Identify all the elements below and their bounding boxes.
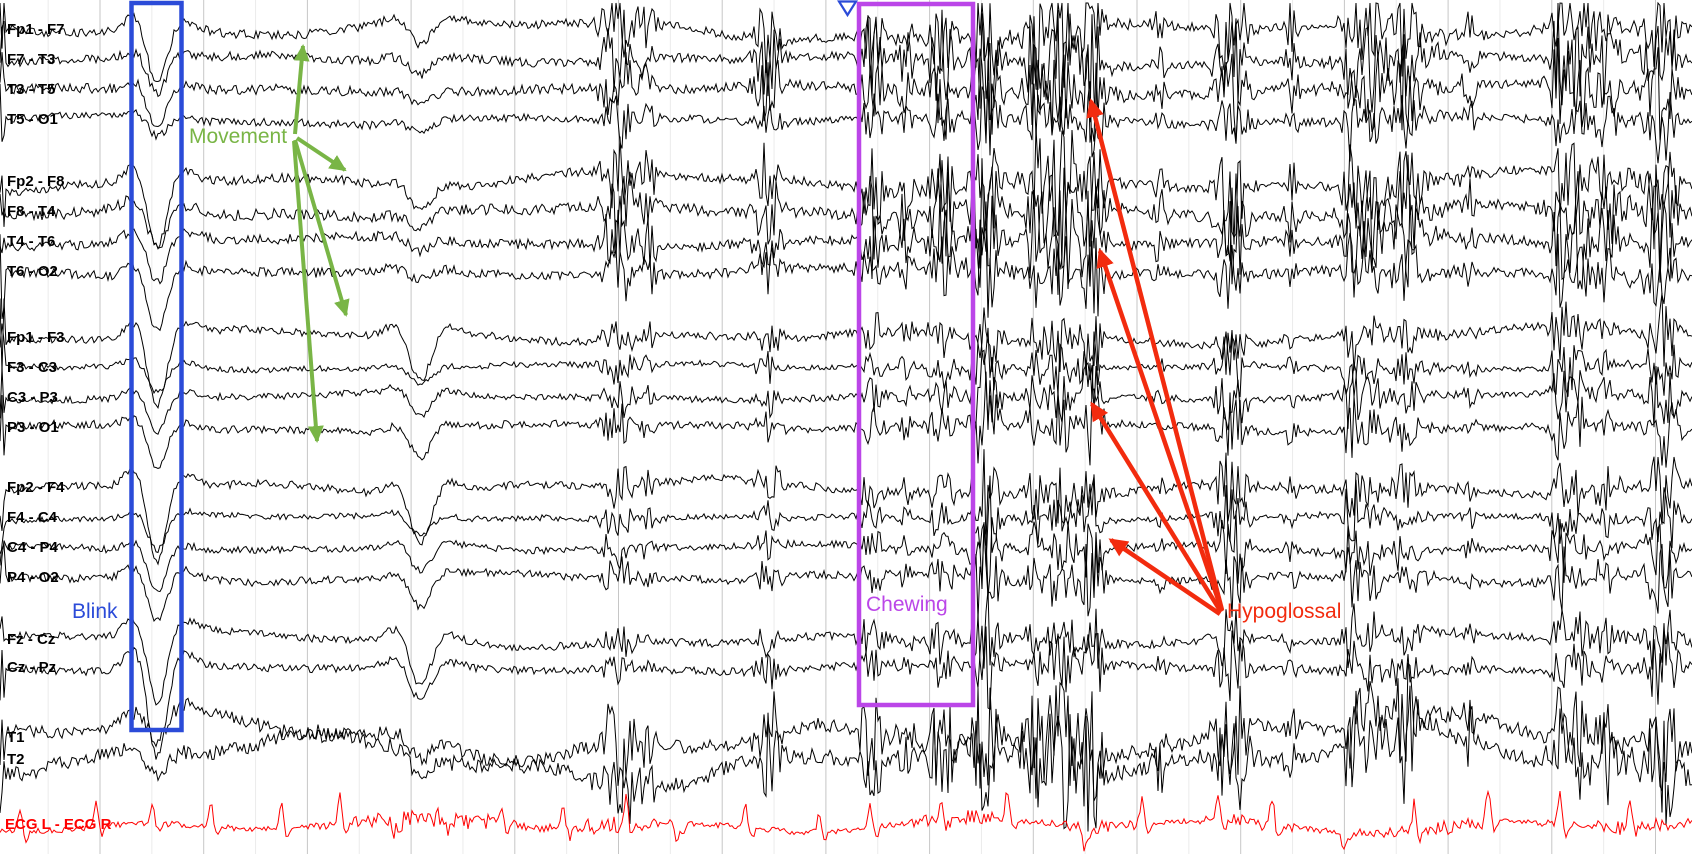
eeg-trace-fz-cz xyxy=(0,590,1692,706)
chewing-label: Chewing xyxy=(866,593,948,616)
eeg-trace-f7-t3 xyxy=(0,2,1692,127)
channel-label-cz-pz: Cz - Pz xyxy=(7,659,57,676)
channel-label-p3-o1: P3 - O1 xyxy=(7,419,59,436)
blink-label: Blink xyxy=(72,600,118,623)
channel-label-t2: T2 xyxy=(7,751,25,768)
annotation-overlays xyxy=(129,0,1225,733)
movement-arrow-3 xyxy=(293,139,350,317)
movement-arrow-1 xyxy=(293,44,310,135)
channel-label-fp2-f8: Fp2 - F8 xyxy=(7,173,65,190)
eeg-trace-fp1-f7 xyxy=(0,1,1692,99)
channel-label-t6-o2: T6 - O2 xyxy=(7,263,58,280)
movement-label: Movement xyxy=(189,125,288,148)
eeg-trace-t2 xyxy=(0,685,1692,832)
event-marker-triangle-icon xyxy=(837,0,858,18)
channel-label-p4-o2: P4 - O2 xyxy=(7,569,59,586)
eeg-trace-p3-o1 xyxy=(0,371,1692,469)
channel-label-fp1-f7: Fp1 - F7 xyxy=(7,21,65,38)
eeg-trace-t5-o1 xyxy=(0,81,1692,164)
eeg-trace-fp1-f3 xyxy=(0,292,1692,410)
eeg-traces xyxy=(0,1,1692,832)
chewing-annotation-box xyxy=(856,1,976,708)
channel-label-t1: T1 xyxy=(7,729,25,746)
eeg-trace-f8-t4 xyxy=(0,152,1692,270)
hypoglossal-arrow-2 xyxy=(1096,248,1225,612)
hypoglossal-label: Hypoglossal xyxy=(1227,600,1342,623)
eeg-trace-f3-c3 xyxy=(0,323,1692,399)
channel-label-ecg: ECG L - ECG R xyxy=(5,816,112,833)
eeg-trace-c3-p3 xyxy=(0,349,1692,435)
hypoglossal-arrow-1 xyxy=(1086,98,1225,611)
channel-label-t5-o1: T5 - O1 xyxy=(7,111,58,128)
channel-label-f8-t4: F8 - T4 xyxy=(7,203,56,220)
eeg-trace-fp2-f8 xyxy=(0,127,1692,250)
eeg-trace-t1 xyxy=(0,662,1692,811)
hypoglossal-arrow-4 xyxy=(1108,538,1222,616)
channel-label-fp2-f4: Fp2 - F4 xyxy=(7,479,65,496)
eeg-trace-c4-p4 xyxy=(0,510,1692,598)
channel-label-c3-p3: C3 - P3 xyxy=(7,389,58,406)
eeg-trace-f4-c4 xyxy=(0,475,1692,567)
eeg-trace-p4-o2 xyxy=(0,525,1692,623)
eeg-trace-t4-t6 xyxy=(0,189,1692,295)
eeg-trace-cz-pz xyxy=(0,622,1692,760)
eeg-trace-t3-t5 xyxy=(0,34,1692,144)
movement-arrow-2 xyxy=(295,136,347,172)
channel-label-f4-c4: F4 - C4 xyxy=(7,509,58,526)
ecg-trace-line xyxy=(0,789,1692,852)
channel-label-fp1-f3: Fp1 - F3 xyxy=(7,329,65,346)
time-gridlines xyxy=(47,0,1656,854)
channel-label-f3-c3: F3 - C3 xyxy=(7,359,58,376)
channel-label-t4-t6: T4 - T6 xyxy=(7,233,56,250)
ecg-trace xyxy=(0,789,1692,852)
channel-label-t3-t5: T3 - T5 xyxy=(7,81,56,98)
channel-label-f7-t3: F7 - T3 xyxy=(7,51,56,68)
blink-annotation-box xyxy=(129,0,184,733)
channel-label-c4-p4: C4 - P4 xyxy=(7,539,58,556)
movement-arrow-4 xyxy=(292,140,324,443)
eeg-trace-t6-o2 xyxy=(0,219,1692,332)
channel-label-fz-cz: Fz - Cz xyxy=(7,631,56,648)
hypoglossal-arrow-3 xyxy=(1090,401,1223,614)
eeg-trace-fp2-f4 xyxy=(0,449,1692,566)
